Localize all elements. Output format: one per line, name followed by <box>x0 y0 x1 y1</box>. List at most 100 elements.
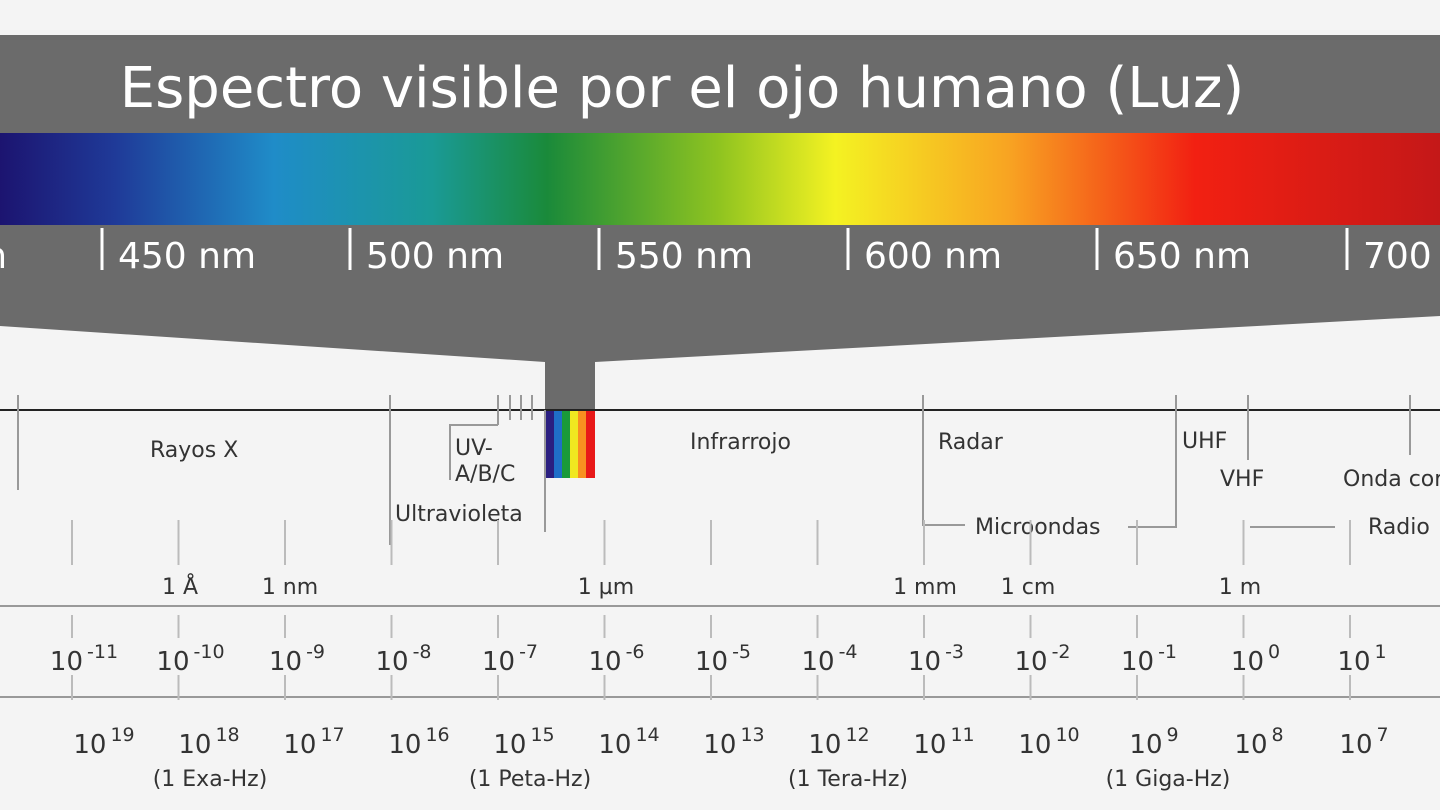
power-base: 10 <box>913 730 946 760</box>
power-exponent: 17 <box>320 724 344 746</box>
power-base: 10 <box>598 730 631 760</box>
power-exponent: 12 <box>845 724 869 746</box>
region-label: VHF <box>1220 467 1264 492</box>
region-label: Infrarrojo <box>690 430 791 455</box>
power-base: 10 <box>50 647 83 677</box>
power-base: 10 <box>73 730 106 760</box>
power-base: 10 <box>703 730 736 760</box>
power-exponent: -5 <box>732 641 751 663</box>
power-exponent: -3 <box>945 641 964 663</box>
wavelength_powers-label: 10 0 <box>1231 641 1280 677</box>
power-base: 10 <box>1121 647 1154 677</box>
region-label: Ultravioleta <box>395 502 523 527</box>
wavelength-unit: 1 mm <box>893 575 957 600</box>
region-label: Radar <box>938 430 1004 455</box>
power-exponent: -4 <box>839 641 858 663</box>
power-base: 10 <box>1129 730 1162 760</box>
power-base: 10 <box>283 730 316 760</box>
region-separators <box>0 395 1440 698</box>
power-exponent: 13 <box>740 724 764 746</box>
wavelength_powers-label: 10 -4 <box>801 641 857 677</box>
frequency_powers-label: 10 16 <box>388 724 449 760</box>
wavelength_powers-label: 10 -2 <box>1014 641 1070 677</box>
frequency-name: (1 Peta-Hz) <box>469 767 591 792</box>
power-base: 10 <box>808 730 841 760</box>
power-base: 10 <box>695 647 728 677</box>
power-exponent: 14 <box>635 724 659 746</box>
frequency_powers-label: 10 17 <box>283 724 344 760</box>
frequency_powers-label: 10 7 <box>1339 724 1388 760</box>
power-base: 10 <box>269 647 302 677</box>
frequency-name: (1 Tera-Hz) <box>788 767 908 792</box>
power-base: 10 <box>1231 647 1264 677</box>
frequency_powers-label: 10 8 <box>1234 724 1283 760</box>
frequency-name: (1 Exa-Hz) <box>153 767 268 792</box>
wavelength_powers-label: 10 -8 <box>375 641 431 677</box>
power-base: 10 <box>801 647 834 677</box>
frequency_powers-label: 10 11 <box>913 724 974 760</box>
visible-tick-label: 650 nm <box>1113 236 1251 277</box>
visible-tick-label: 450 nm <box>118 236 256 277</box>
wavelength_powers-label: 10 -11 <box>50 641 118 677</box>
power-exponent: -8 <box>413 641 432 663</box>
wavelength-unit: 1 m <box>1219 575 1261 600</box>
power-exponent: 15 <box>530 724 554 746</box>
power-base: 10 <box>588 647 621 677</box>
power-exponent: 9 <box>1167 724 1179 746</box>
power-exponent: 11 <box>950 724 974 746</box>
power-base: 10 <box>908 647 941 677</box>
region-label: Radio <box>1368 515 1430 540</box>
power-exponent: 19 <box>110 724 134 746</box>
power-exponent: -7 <box>519 641 538 663</box>
frequency_powers-label: 10 14 <box>598 724 659 760</box>
power-exponent: 16 <box>425 724 449 746</box>
power-exponent: 8 <box>1272 724 1284 746</box>
power-exponent: -6 <box>626 641 645 663</box>
frequency_powers-label: 10 9 <box>1129 724 1178 760</box>
power-exponent: -1 <box>1158 641 1177 663</box>
visible-tick-label: 550 nm <box>615 236 753 277</box>
frequency_powers-label: 10 18 <box>178 724 239 760</box>
power-exponent: -10 <box>194 641 225 663</box>
power-exponent: 7 <box>1377 724 1389 746</box>
wavelength_powers-label: 10 -1 <box>1121 641 1177 677</box>
power-base: 10 <box>493 730 526 760</box>
frequency_powers-label: 10 10 <box>1018 724 1079 760</box>
power-base: 10 <box>1014 647 1047 677</box>
power-base: 10 <box>178 730 211 760</box>
wavelength-unit: 1 nm <box>262 575 318 600</box>
wavelength_powers-label: 10 -9 <box>269 641 325 677</box>
frequency_powers-label: 10 12 <box>808 724 869 760</box>
power-exponent: 0 <box>1268 641 1280 663</box>
region-label: Rayos X <box>150 438 238 463</box>
visible-tick-label: 700 nm <box>1363 236 1440 277</box>
title: Espectro visible por el ojo humano (Luz) <box>120 56 1244 121</box>
wavelength_powers-label: 10 -5 <box>695 641 751 677</box>
region-label: Microondas <box>975 515 1101 540</box>
region-label: UHF <box>1182 429 1227 454</box>
visible-tick-label: 600 nm <box>864 236 1002 277</box>
power-base: 10 <box>156 647 189 677</box>
wavelength-unit: 1 µm <box>578 575 634 600</box>
power-exponent: -11 <box>87 641 118 663</box>
mini-rainbow <box>545 410 595 478</box>
power-base: 10 <box>1018 730 1051 760</box>
power-base: 10 <box>1339 730 1372 760</box>
power-exponent: -9 <box>306 641 325 663</box>
visible-tick-label: 400 nm <box>0 236 7 277</box>
wavelength-unit: 1 Å <box>162 573 198 600</box>
wavelength_powers-label: 10 1 <box>1337 641 1386 677</box>
power-base: 10 <box>388 730 421 760</box>
power-base: 10 <box>1337 647 1370 677</box>
frequency-name: (1 Giga-Hz) <box>1106 767 1231 792</box>
frequency_powers-label: 10 15 <box>493 724 554 760</box>
power-exponent: 18 <box>215 724 239 746</box>
region-label: UV- <box>455 436 493 461</box>
visible-gradient <box>0 133 1440 225</box>
frequency_powers-label: 10 19 <box>73 724 134 760</box>
wavelength_powers-label: 10 -10 <box>156 641 224 677</box>
visible-tick-label: 500 nm <box>366 236 504 277</box>
power-base: 10 <box>1234 730 1267 760</box>
wavelength_powers-label: 10 -7 <box>482 641 538 677</box>
